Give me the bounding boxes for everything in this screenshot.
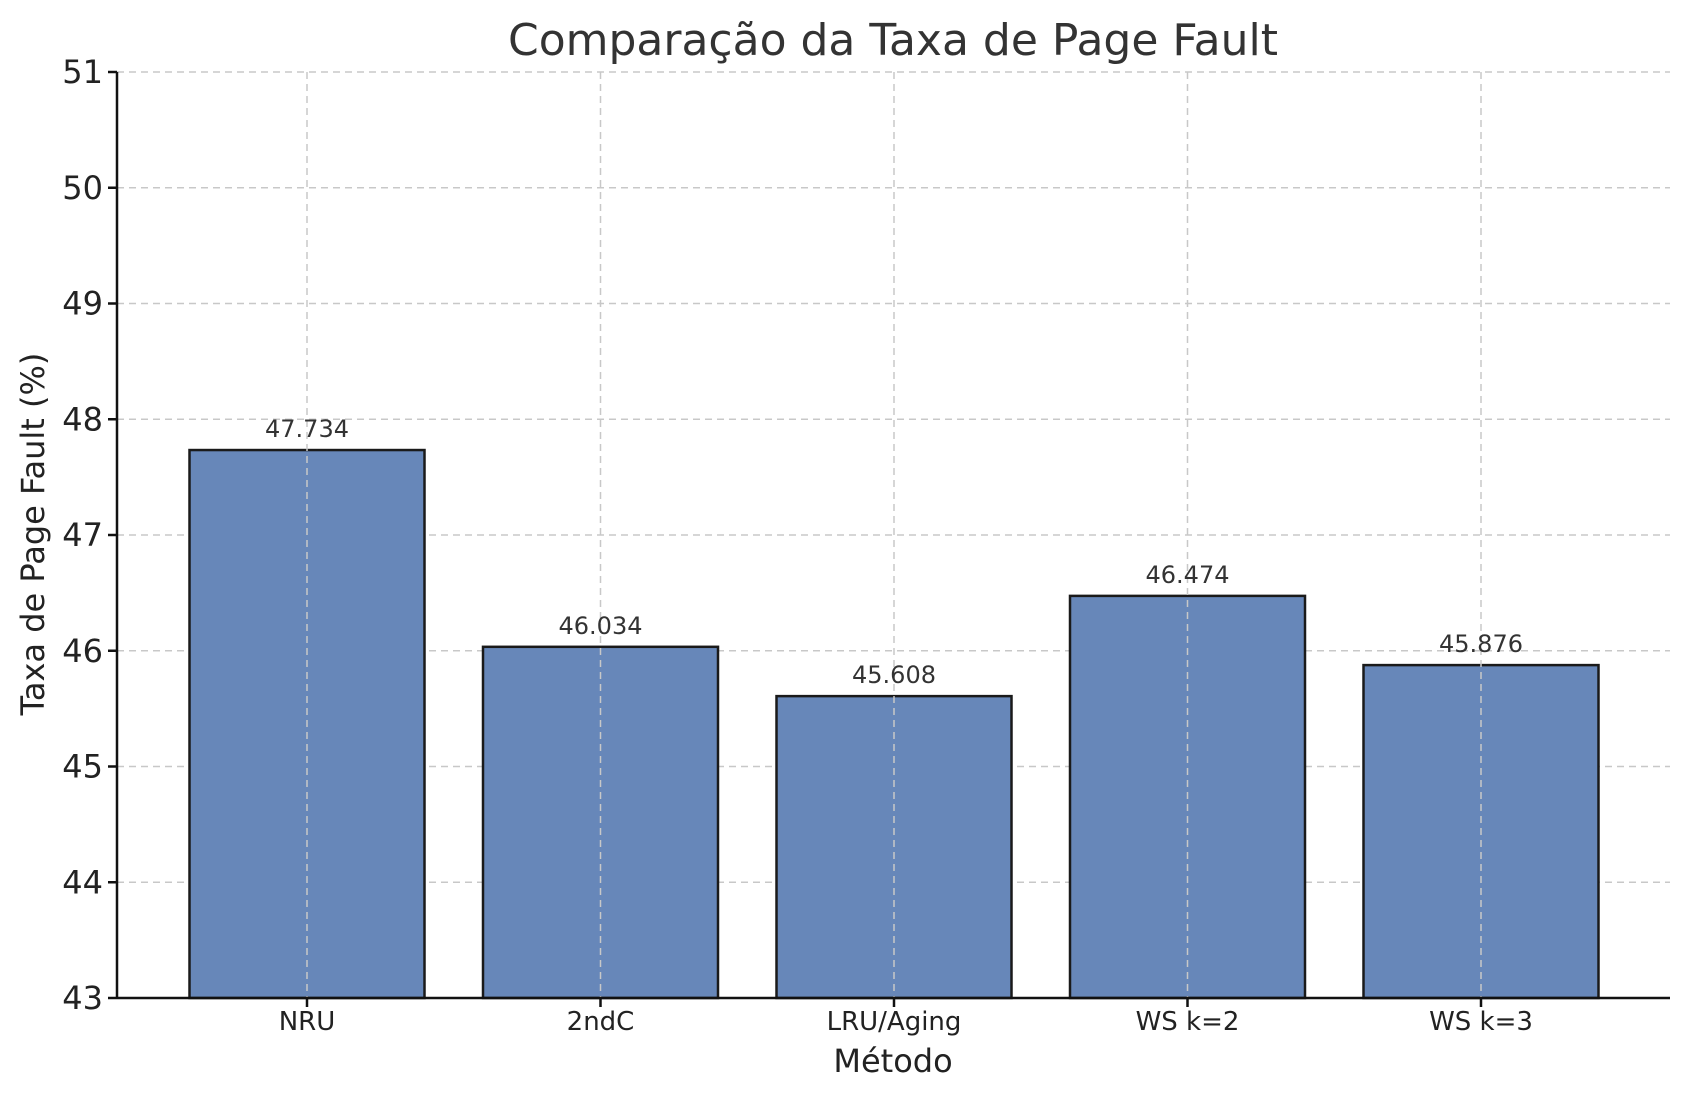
x-axis-label: Método [833, 1042, 952, 1080]
axes [108, 70, 1670, 1007]
y-tick-label: 47 [62, 516, 103, 554]
data-label: 45.608 [852, 661, 936, 689]
data-label: 45.876 [1439, 630, 1523, 658]
bars [188, 72, 1600, 1000]
data-label: 46.474 [1146, 561, 1230, 589]
x-tick-label: 2ndC [567, 1007, 635, 1037]
data-label: 46.034 [559, 612, 643, 640]
tick-and-data-labels: 43 44 45 46 47 48 49 50 51 NRU 2ndC LRU/Aging WS k=2… [62, 53, 1533, 1037]
y-tick-label: 50 [62, 169, 103, 207]
y-tick-label: 45 [62, 748, 103, 786]
x-tick-label: WS k=2 [1136, 1007, 1240, 1037]
data-label: 47.734 [265, 415, 349, 443]
y-tick-label: 44 [62, 863, 103, 901]
y-axis-label: Taxa de Page Fault (%) [14, 353, 52, 717]
x-tick-label: WS k=3 [1429, 1007, 1533, 1037]
y-tick-label: 51 [62, 53, 103, 91]
y-tick-label: 43 [62, 979, 103, 1017]
y-tick-label: 48 [62, 400, 103, 438]
x-tick-label: LRU/Aging [827, 1007, 962, 1037]
y-tick-label: 46 [62, 632, 103, 670]
y-tick-label: 49 [62, 285, 103, 323]
x-tick-label: NRU [279, 1007, 336, 1037]
chart-title: Comparação da Taxa de Page Fault [508, 15, 1278, 66]
